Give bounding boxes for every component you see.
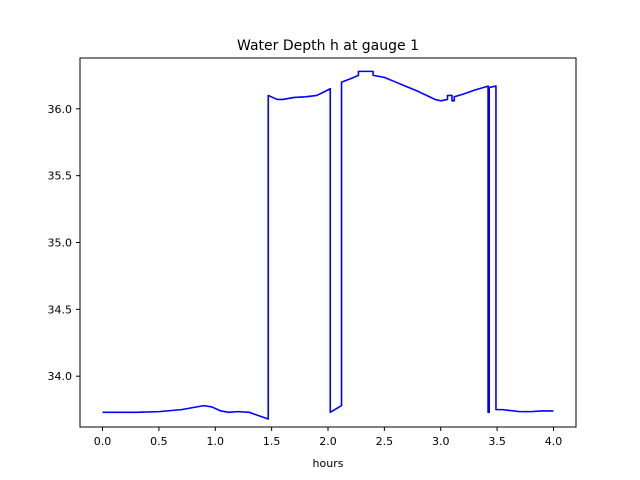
x-tick-label: 1.0 [207,435,225,448]
x-tick-label: 0.0 [94,435,112,448]
y-axis-ticks: 34.0 34.5 35.0 35.5 36.0 [48,103,80,383]
y-tick-label: 34.5 [48,303,73,316]
x-tick-label: 1.5 [263,435,281,448]
y-tick-label: 35.0 [48,237,73,250]
x-tick-label: 2.0 [319,435,337,448]
chart-title: Water Depth h at gauge 1 [237,38,419,54]
y-tick-label: 35.5 [48,170,73,183]
x-tick-label: 0.5 [150,435,168,448]
x-tick-label: 3.0 [432,435,450,448]
plot-frame [79,57,577,428]
y-tick-label: 36.0 [48,103,73,116]
series-line [102,70,554,420]
y-tick-label: 34.0 [48,370,73,383]
x-axis-ticks: 0.0 0.5 1.0 1.5 2.0 2.5 3.0 3.5 4.0 [94,427,562,448]
x-tick-label: 4.0 [545,435,563,448]
x-axis-label: hours [313,457,344,470]
x-tick-label: 2.5 [376,435,394,448]
x-tick-label: 3.5 [488,435,506,448]
